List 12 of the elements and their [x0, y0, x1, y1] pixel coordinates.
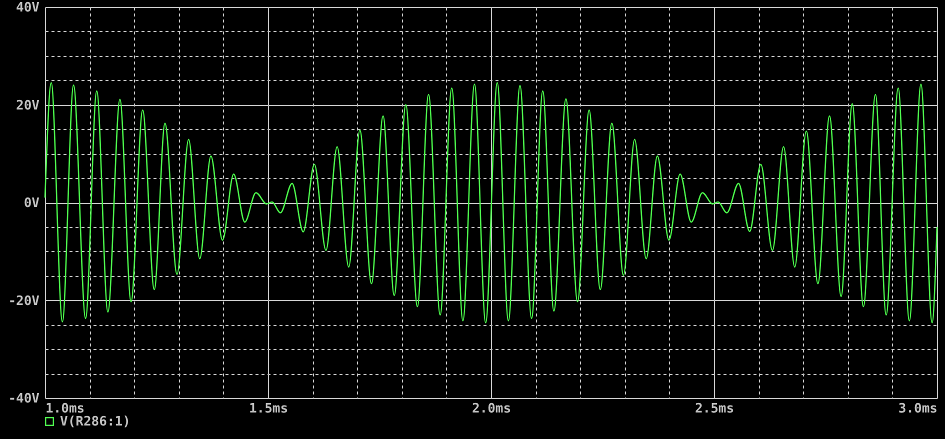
y-tick-label: 20V	[16, 98, 40, 114]
x-tick-label: 3.0ms	[898, 402, 938, 416]
y-tick-label: 40V	[16, 0, 40, 16]
x-tick-label: 2.0ms	[472, 402, 512, 416]
line-series	[44, 82, 938, 324]
y-tick-label: 0V	[24, 196, 40, 211]
x-tick-label: 2.5ms	[694, 402, 734, 416]
y-tick-label: -20V	[8, 294, 40, 309]
y-tick-label: -40V	[8, 392, 40, 406]
x-tick-label: 1.5ms	[248, 402, 288, 416]
x-tick-label: 1.0ms	[46, 402, 85, 416]
legend-label: V(R286:1)	[60, 414, 130, 430]
